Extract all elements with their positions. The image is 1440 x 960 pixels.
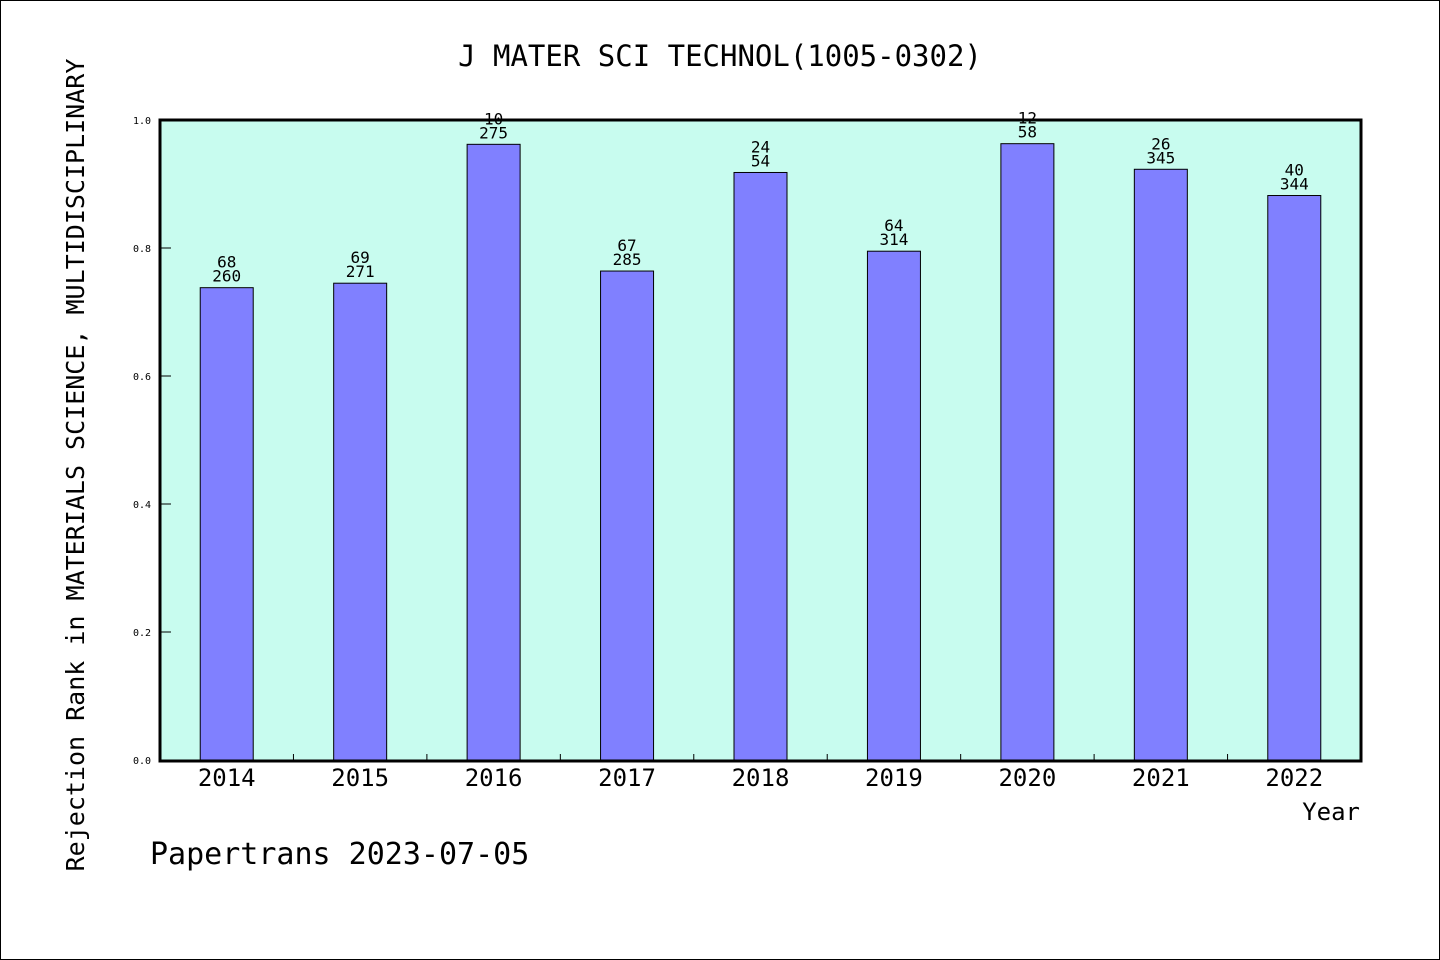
x-tick-label: 2018	[732, 764, 790, 792]
x-tick-label: 2020	[998, 764, 1056, 792]
x-tick-label: 2022	[1265, 764, 1323, 792]
bar-label-top: 40	[1285, 161, 1304, 180]
plot-border	[158, 118, 1363, 763]
bar-label-bottom: 344	[1280, 175, 1309, 194]
bar-2014	[199, 287, 254, 761]
y-tick-label: 0.6	[133, 372, 151, 383]
x-tick-label: 2014	[198, 764, 256, 792]
x-tick-label: 2017	[598, 764, 656, 792]
bar-2019	[866, 250, 921, 761]
bar-label-top: 64	[884, 216, 903, 235]
x-tick-label: 2019	[865, 764, 923, 792]
y-tick-label: 0.8	[133, 244, 151, 255]
bar-2017	[600, 270, 655, 761]
chart-title: J MATER SCI TECHNOL(1005-0302)	[458, 39, 982, 73]
bar-2022	[1267, 195, 1322, 761]
bar-data-labels: 2606827169275102856754243146458123452634…	[212, 109, 1308, 286]
bar-label-top: 26	[1151, 134, 1170, 153]
x-tick-label: 2021	[1132, 764, 1190, 792]
bar-label-top: 12	[1018, 109, 1037, 128]
bar-label-bottom: 275	[479, 123, 508, 142]
y-tick-label: 0.0	[133, 756, 151, 767]
bar-label-bottom: 54	[751, 151, 770, 170]
bar-2020	[1000, 143, 1055, 761]
bar-label-bottom: 345	[1146, 148, 1175, 167]
bar-label-bottom: 285	[613, 250, 642, 269]
bar-label-top: 68	[217, 253, 236, 272]
x-axis-ticks: 2014 2015 2016 2017 2018 2019 2020 2021 2022	[198, 754, 1323, 792]
y-tick-label: 1.0	[133, 116, 151, 127]
x-tick-label: 2015	[331, 764, 389, 792]
bar-label-bottom: 58	[1018, 123, 1037, 142]
bar-label-top: 24	[751, 137, 770, 156]
bar-2016	[466, 143, 521, 761]
bar-2018	[733, 171, 788, 761]
bar-2015	[333, 282, 388, 761]
y-axis-label: Rejection Rank in MATERIALS SCIENCE, MUL…	[61, 59, 90, 872]
x-axis-label: Year	[1302, 798, 1360, 826]
bar-2021	[1133, 168, 1188, 761]
x-tick-label: 2016	[465, 764, 523, 792]
bar-label-bottom: 314	[879, 230, 908, 249]
credit-footer: Papertrans 2023-07-05	[150, 837, 529, 872]
y-tick-label: 0.2	[133, 628, 151, 639]
bar-label-bottom: 271	[346, 262, 375, 281]
y-tick-label: 0.4	[133, 500, 151, 511]
bar-label-bottom: 260	[212, 267, 241, 286]
bar-label-top: 69	[351, 248, 370, 267]
bar-label-top: 67	[617, 236, 636, 255]
